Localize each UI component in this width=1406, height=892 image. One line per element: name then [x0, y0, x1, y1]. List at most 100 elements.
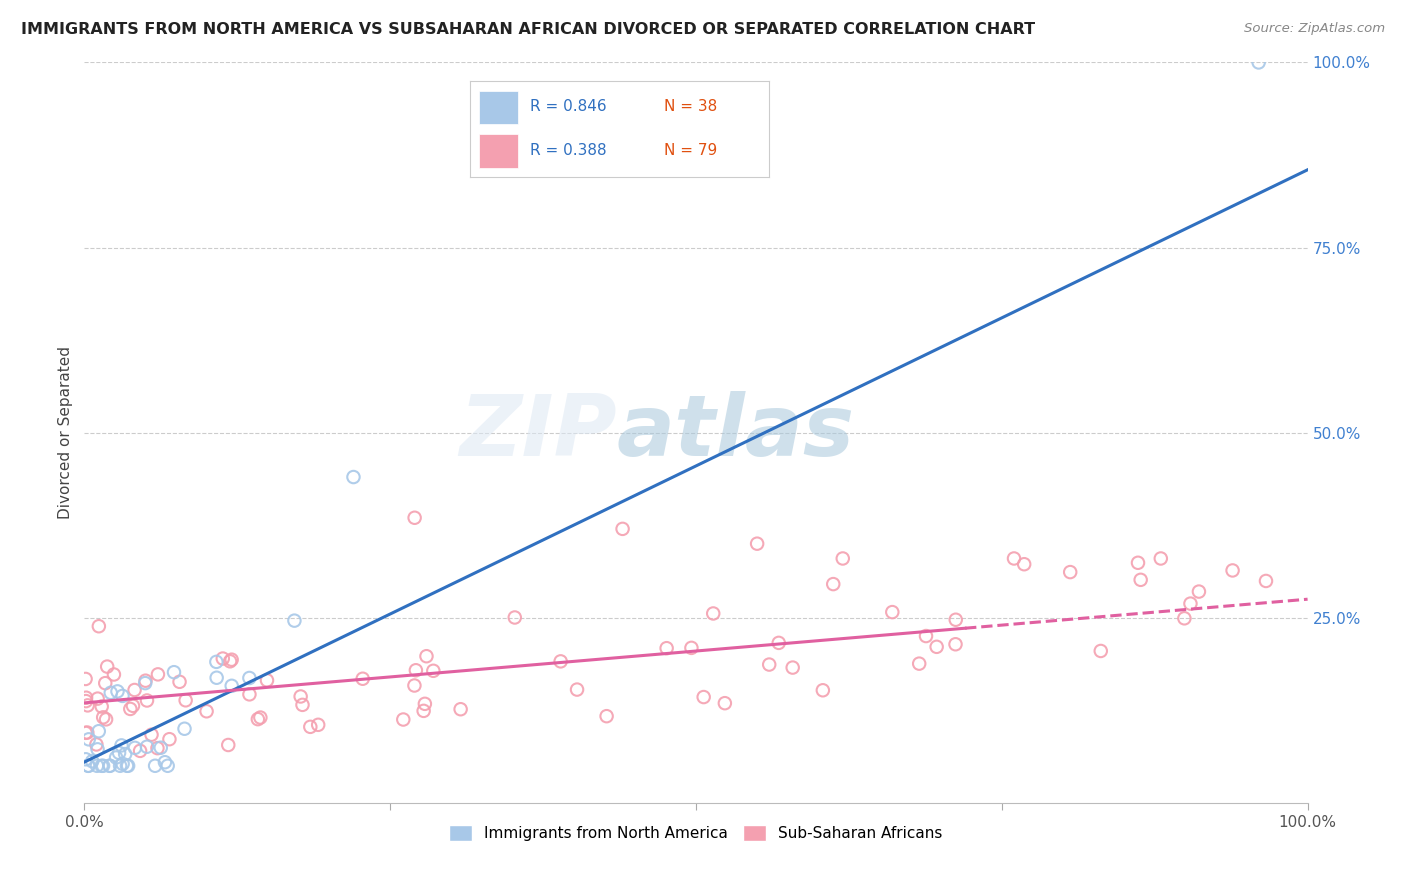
- Point: [768, 636, 790, 650]
- Point: [86, 691, 108, 706]
- Point: [211, 651, 233, 665]
- Point: [925, 640, 948, 654]
- Point: [823, 577, 845, 591]
- Point: [249, 710, 271, 724]
- Point: [413, 697, 436, 711]
- Point: [91, 758, 114, 772]
- Point: [342, 470, 364, 484]
- Point: [124, 683, 146, 698]
- Point: [238, 671, 260, 685]
- Point: [75, 672, 97, 686]
- Point: [111, 756, 134, 771]
- Text: IMMIGRANTS FROM NORTH AMERICA VS SUBSAHARAN AFRICAN DIVORCED OR SEPARATED CORREL: IMMIGRANTS FROM NORTH AMERICA VS SUBSAHA…: [21, 22, 1035, 37]
- Point: [681, 640, 703, 655]
- Point: [219, 654, 242, 668]
- Point: [135, 673, 157, 688]
- Point: [149, 740, 172, 755]
- Point: [108, 758, 131, 772]
- Point: [86, 758, 108, 772]
- Text: atlas: atlas: [616, 391, 855, 475]
- Point: [290, 690, 312, 704]
- Point: [103, 667, 125, 681]
- Point: [702, 607, 724, 621]
- Point: [90, 758, 112, 772]
- Point: [299, 720, 322, 734]
- Point: [174, 693, 197, 707]
- Point: [86, 738, 108, 752]
- Point: [134, 676, 156, 690]
- Point: [412, 704, 434, 718]
- Point: [98, 758, 121, 772]
- Point: [159, 732, 181, 747]
- Point: [915, 629, 938, 643]
- Point: [612, 522, 634, 536]
- Point: [169, 674, 191, 689]
- Point: [1173, 611, 1195, 625]
- Point: [108, 746, 131, 760]
- Point: [76, 698, 98, 713]
- Point: [77, 732, 100, 747]
- Point: [75, 726, 97, 740]
- Point: [91, 710, 114, 724]
- Point: [146, 741, 169, 756]
- Text: ZIP: ZIP: [458, 391, 616, 475]
- Point: [153, 756, 176, 770]
- Point: [173, 722, 195, 736]
- Point: [945, 637, 967, 651]
- Point: [747, 536, 769, 550]
- Point: [595, 709, 617, 723]
- Point: [692, 690, 714, 704]
- Point: [256, 673, 278, 688]
- Point: [107, 684, 129, 698]
- Point: [714, 696, 737, 710]
- Point: [405, 663, 427, 677]
- Point: [392, 713, 415, 727]
- Point: [94, 712, 117, 726]
- Point: [221, 653, 243, 667]
- Point: [758, 657, 780, 672]
- Point: [307, 718, 329, 732]
- Point: [1090, 644, 1112, 658]
- Point: [550, 654, 572, 668]
- Point: [1188, 584, 1211, 599]
- Point: [1222, 563, 1244, 577]
- Point: [111, 689, 134, 703]
- Point: [120, 702, 142, 716]
- Text: Source: ZipAtlas.com: Source: ZipAtlas.com: [1244, 22, 1385, 36]
- Point: [352, 672, 374, 686]
- Point: [75, 752, 97, 766]
- Point: [217, 738, 239, 752]
- Point: [908, 657, 931, 671]
- Point: [1247, 55, 1270, 70]
- Point: [655, 641, 678, 656]
- Point: [1002, 551, 1025, 566]
- Point: [246, 712, 269, 726]
- Point: [1150, 551, 1173, 566]
- Point: [1059, 565, 1081, 579]
- Point: [77, 758, 100, 772]
- Point: [1126, 556, 1149, 570]
- Legend: Immigrants from North America, Sub-Saharan Africans: Immigrants from North America, Sub-Sahar…: [443, 819, 949, 847]
- Point: [163, 665, 186, 680]
- Point: [565, 682, 588, 697]
- Point: [75, 690, 97, 705]
- Point: [195, 704, 218, 718]
- Point: [87, 724, 110, 739]
- Point: [94, 676, 117, 690]
- Point: [1254, 574, 1277, 588]
- Point: [205, 655, 228, 669]
- Point: [114, 747, 136, 761]
- Point: [143, 758, 166, 772]
- Point: [945, 613, 967, 627]
- Point: [122, 698, 145, 713]
- Point: [117, 758, 139, 772]
- Point: [105, 750, 128, 764]
- Point: [283, 614, 305, 628]
- Point: [90, 699, 112, 714]
- Point: [124, 740, 146, 755]
- Point: [77, 758, 100, 772]
- Point: [238, 687, 260, 701]
- Point: [86, 742, 108, 756]
- Point: [221, 679, 243, 693]
- Point: [205, 671, 228, 685]
